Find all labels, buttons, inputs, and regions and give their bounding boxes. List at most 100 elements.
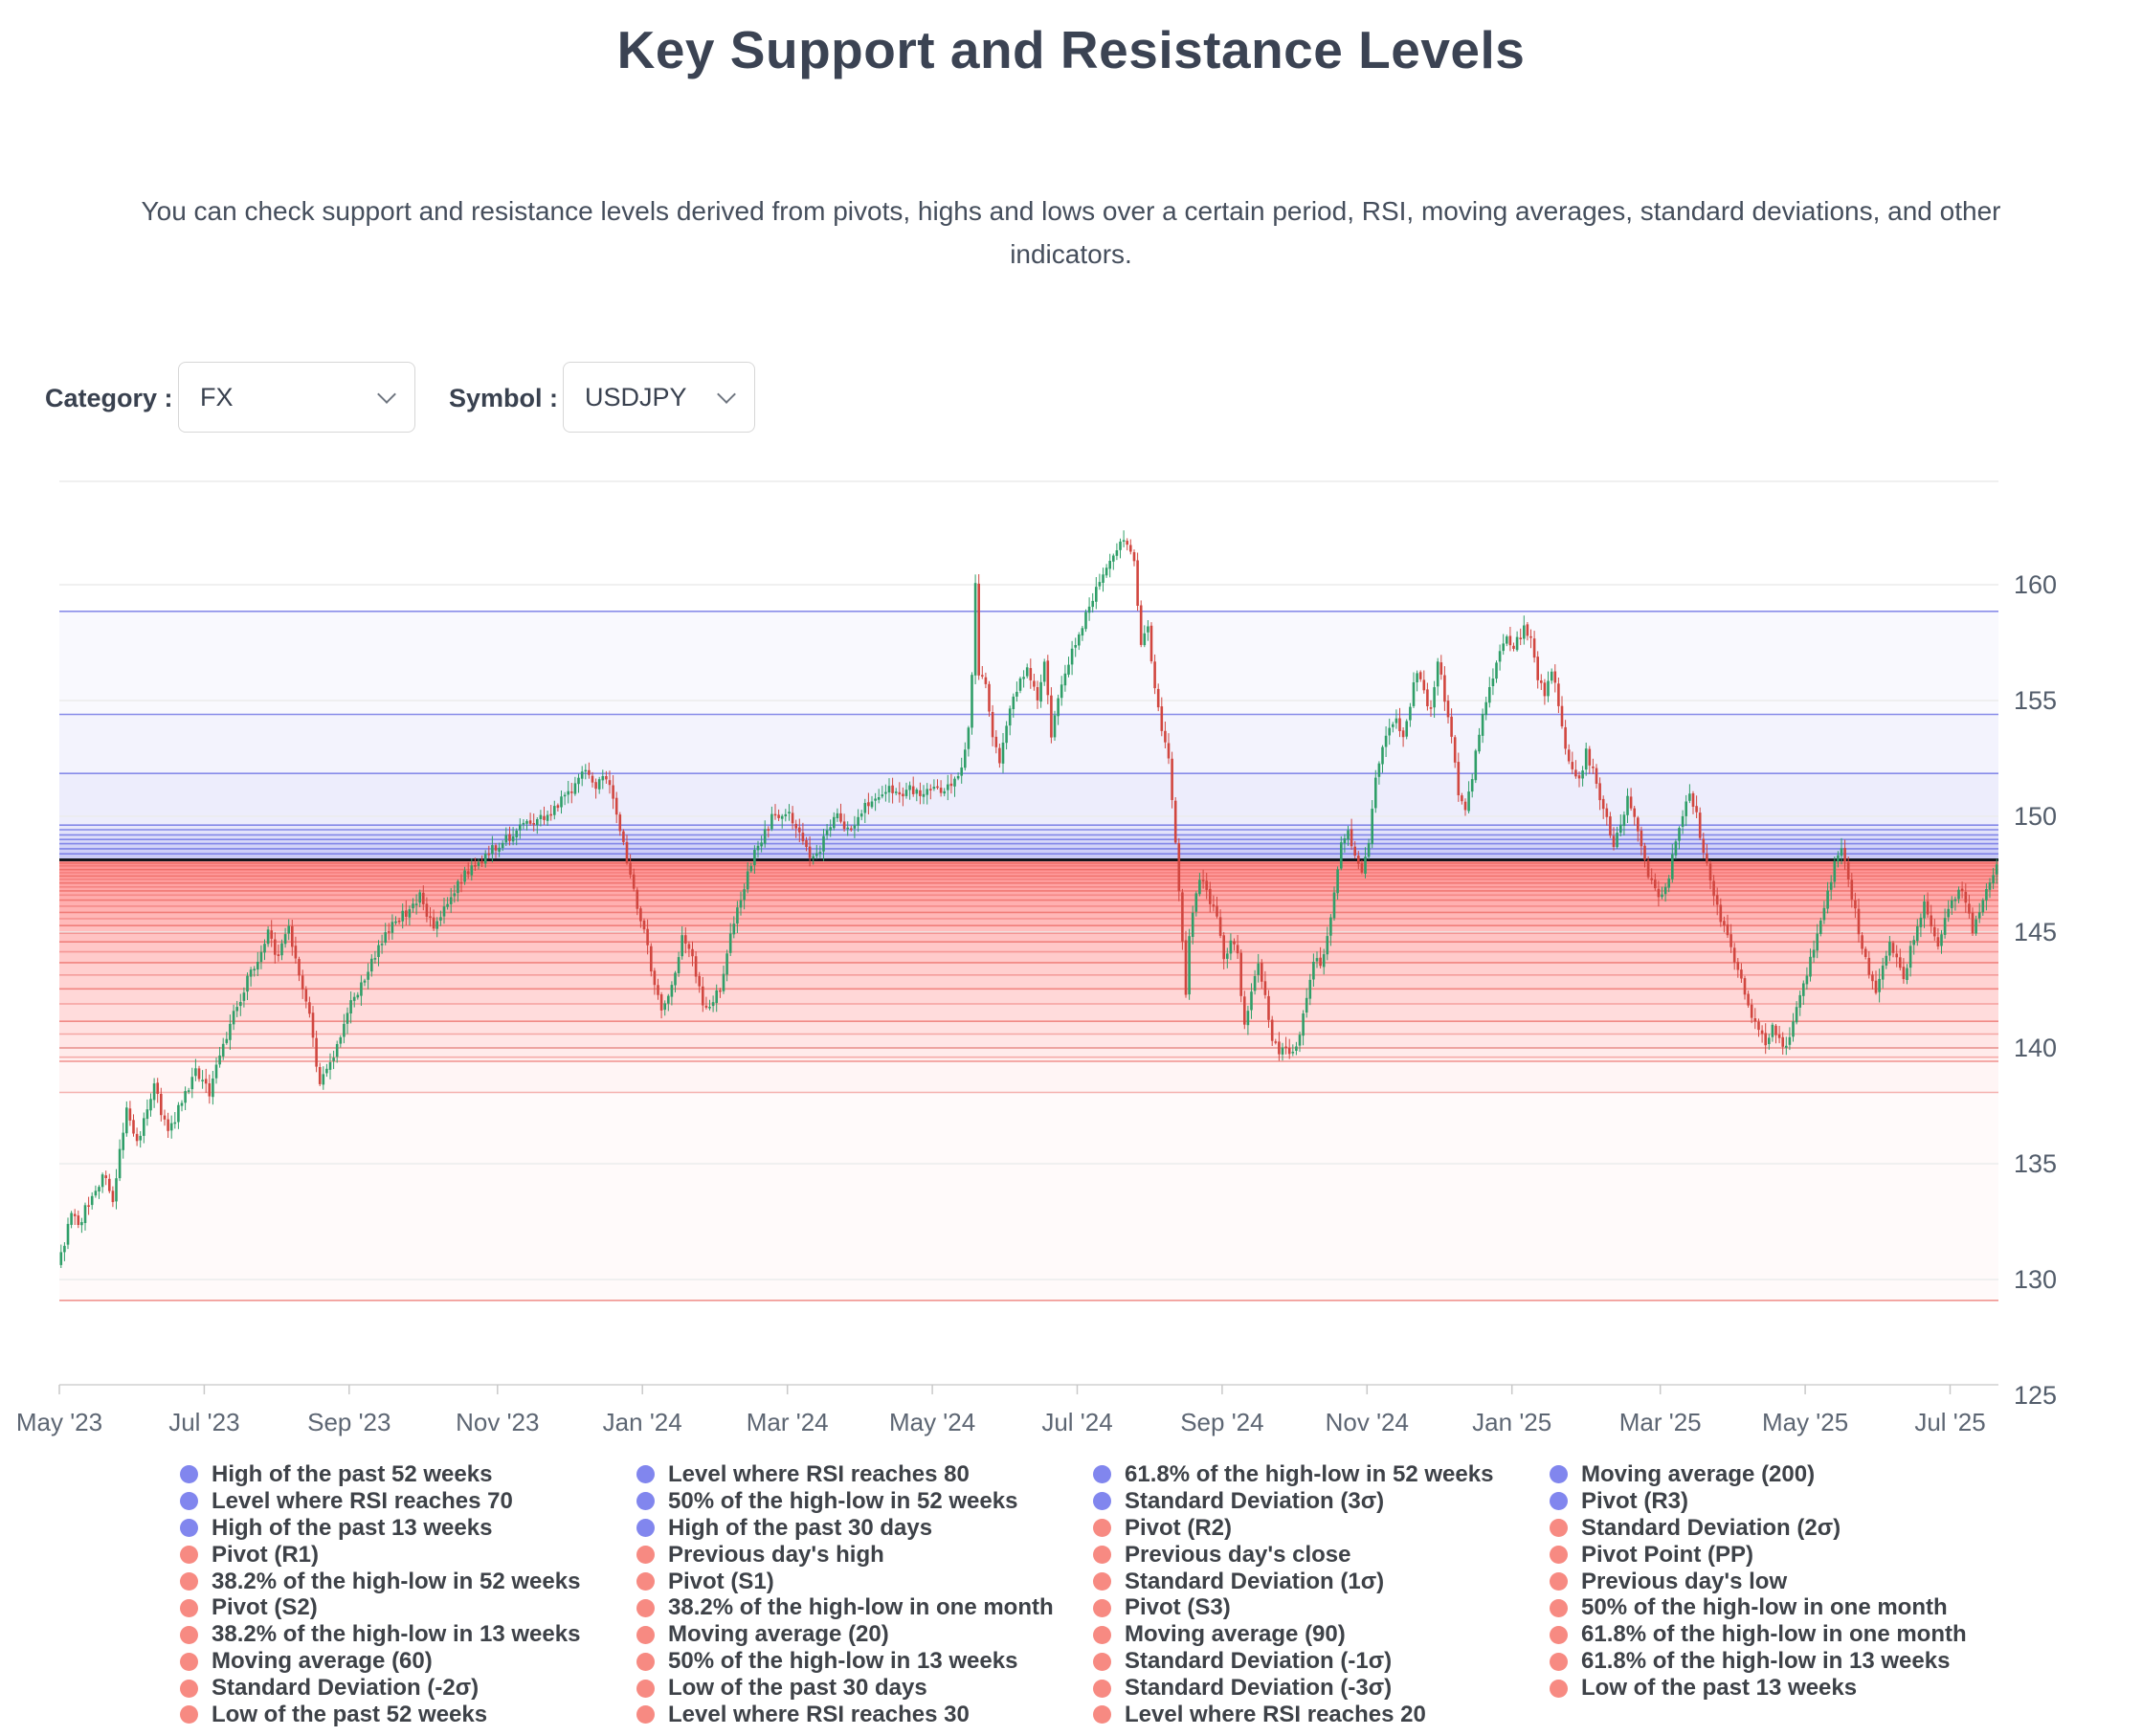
support-dot-icon: [180, 1625, 198, 1644]
category-label: Category :: [45, 383, 173, 412]
legend-item[interactable]: Low of the past 30 days: [636, 1675, 1054, 1702]
legend-label: Standard Deviation (1σ): [1125, 1568, 1385, 1594]
description-line-1: You can check support and resistance lev…: [141, 196, 2001, 226]
support-dot-icon: [1550, 1652, 1568, 1671]
legend-item[interactable]: Standard Deviation (-2σ): [180, 1675, 580, 1702]
resistance-dot-icon: [180, 1519, 198, 1538]
legend-label: Pivot (R1): [212, 1541, 320, 1568]
svg-text:Jan '24: Jan '24: [603, 1408, 682, 1436]
legend-item[interactable]: Standard Deviation (-3σ): [1093, 1675, 1493, 1702]
legend-item[interactable]: Pivot (R2): [1093, 1515, 1493, 1542]
legend-item[interactable]: High of the past 52 weeks: [180, 1461, 580, 1488]
resistance-dot-icon: [180, 1465, 198, 1484]
category-select[interactable]: FX: [178, 362, 415, 433]
svg-text:May '24: May '24: [889, 1408, 975, 1436]
legend-item[interactable]: Standard Deviation (1σ): [1093, 1569, 1493, 1595]
support-dot-icon: [1093, 1519, 1111, 1538]
legend-item[interactable]: Standard Deviation (3σ): [1093, 1488, 1493, 1515]
legend-item[interactable]: High of the past 13 weeks: [180, 1515, 580, 1542]
candlestick-chart-svg[interactable]: May '23 Jul '23 Sep '23 Nov '23 Jan '24 Mar '…: [0, 479, 2142, 1449]
svg-text:Jan '25: Jan '25: [1472, 1408, 1551, 1436]
support-dot-icon: [1093, 1705, 1111, 1725]
svg-text:150: 150: [2014, 802, 2057, 831]
legend-item[interactable]: Pivot (R3): [1550, 1488, 1967, 1515]
legend-item[interactable]: Standard Deviation (-1σ): [1093, 1648, 1493, 1675]
legend-item[interactable]: 61.8% of the high-low in 13 weeks: [1550, 1648, 1967, 1675]
legend-item[interactable]: Pivot (S3): [1093, 1594, 1493, 1621]
legend-label: Standard Deviation (2σ): [1581, 1514, 1841, 1541]
legend-label: Level where RSI reaches 30: [668, 1701, 970, 1727]
svg-text:Nov '24: Nov '24: [1326, 1408, 1409, 1436]
legend-item[interactable]: Pivot (S1): [636, 1569, 1054, 1595]
support-dot-icon: [1550, 1679, 1568, 1698]
resistance-dot-icon: [636, 1492, 655, 1511]
legend-item[interactable]: 61.8% of the high-low in 52 weeks: [1093, 1461, 1493, 1488]
legend-label: Pivot Point (PP): [1581, 1541, 1753, 1568]
symbol-value: USDJPY: [585, 382, 687, 412]
legend-item[interactable]: 61.8% of the high-low in one month: [1550, 1621, 1967, 1648]
support-dot-icon: [1093, 1652, 1111, 1671]
legend-item[interactable]: Level where RSI reaches 30: [636, 1702, 1054, 1728]
legend-item[interactable]: Pivot (S2): [180, 1594, 580, 1621]
legend-label: 38.2% of the high-low in 13 weeks: [212, 1621, 581, 1648]
legend-item[interactable]: Level where RSI reaches 70: [180, 1488, 580, 1515]
legend-item[interactable]: Previous day's high: [636, 1542, 1054, 1569]
svg-text:135: 135: [2014, 1149, 2057, 1178]
page-description: You can check support and resistance lev…: [33, 189, 2109, 276]
support-dot-icon: [1093, 1679, 1111, 1698]
legend-label: Moving average (20): [668, 1621, 889, 1648]
legend-label: 50% of the high-low in 52 weeks: [668, 1487, 1018, 1514]
support-dot-icon: [180, 1705, 198, 1725]
support-dot-icon: [1550, 1598, 1568, 1617]
symbol-select[interactable]: USDJPY: [563, 362, 755, 433]
legend-label: 38.2% of the high-low in 52 weeks: [212, 1568, 581, 1594]
legend-item[interactable]: High of the past 30 days: [636, 1515, 1054, 1542]
legend-column: High of the past 52 weeks Level where RSI…: [180, 1461, 580, 1728]
page-title: Key Support and Resistance Levels: [616, 20, 1526, 79]
legend-item[interactable]: Previous day's low: [1550, 1569, 1967, 1595]
legend-item[interactable]: Moving average (20): [636, 1621, 1054, 1648]
legend-item[interactable]: Pivot Point (PP): [1550, 1542, 1967, 1569]
legend-label: 61.8% of the high-low in 13 weeks: [1581, 1648, 1951, 1675]
price-chart[interactable]: May '23 Jul '23 Sep '23 Nov '23 Jan '24 Mar '…: [0, 479, 2142, 1449]
support-dot-icon: [180, 1679, 198, 1698]
svg-text:Sep '24: Sep '24: [1180, 1408, 1263, 1436]
legend-item[interactable]: 38.2% of the high-low in one month: [636, 1594, 1054, 1621]
legend-item[interactable]: 38.2% of the high-low in 13 weeks: [180, 1621, 580, 1648]
legend-label: Previous day's low: [1581, 1568, 1788, 1594]
support-dot-icon: [1550, 1625, 1568, 1644]
svg-text:145: 145: [2014, 918, 2057, 946]
legend-item[interactable]: Moving average (200): [1550, 1461, 1967, 1488]
legend-label: Pivot (R3): [1581, 1487, 1689, 1514]
svg-text:Jul '24: Jul '24: [1041, 1408, 1112, 1436]
resistance-dot-icon: [1093, 1465, 1111, 1484]
legend-item[interactable]: Low of the past 13 weeks: [1550, 1675, 1967, 1702]
support-dot-icon: [1093, 1598, 1111, 1617]
chart-controls: Category : FX Symbol : USDJPY: [0, 362, 2142, 434]
resistance-dot-icon: [636, 1465, 655, 1484]
legend-label: High of the past 30 days: [668, 1514, 933, 1541]
legend-item[interactable]: Level where RSI reaches 20: [1093, 1702, 1493, 1728]
legend-item[interactable]: 50% of the high-low in 52 weeks: [636, 1488, 1054, 1515]
resistance-dot-icon: [1550, 1492, 1568, 1511]
legend-label: High of the past 13 weeks: [212, 1514, 493, 1541]
legend-item[interactable]: 50% of the high-low in one month: [1550, 1594, 1967, 1621]
svg-text:155: 155: [2014, 686, 2057, 715]
category-value: FX: [200, 382, 234, 412]
svg-text:Sep '23: Sep '23: [307, 1408, 390, 1436]
legend-item[interactable]: Level where RSI reaches 80: [636, 1461, 1054, 1488]
legend-item[interactable]: Pivot (R1): [180, 1542, 580, 1569]
legend-item[interactable]: Standard Deviation (2σ): [1550, 1515, 1967, 1542]
legend-item[interactable]: 38.2% of the high-low in 52 weeks: [180, 1569, 580, 1595]
legend-label: Low of the past 52 weeks: [212, 1701, 488, 1727]
legend-label: Pivot (R2): [1125, 1514, 1233, 1541]
legend-item[interactable]: 50% of the high-low in 13 weeks: [636, 1648, 1054, 1675]
support-dot-icon: [636, 1625, 655, 1644]
support-dot-icon: [636, 1598, 655, 1617]
legend-item[interactable]: Previous day's close: [1093, 1542, 1493, 1569]
legend-item[interactable]: Moving average (60): [180, 1648, 580, 1675]
resistance-dot-icon: [636, 1519, 655, 1538]
legend-item[interactable]: Low of the past 52 weeks: [180, 1702, 580, 1728]
legend-item[interactable]: Moving average (90): [1093, 1621, 1493, 1648]
